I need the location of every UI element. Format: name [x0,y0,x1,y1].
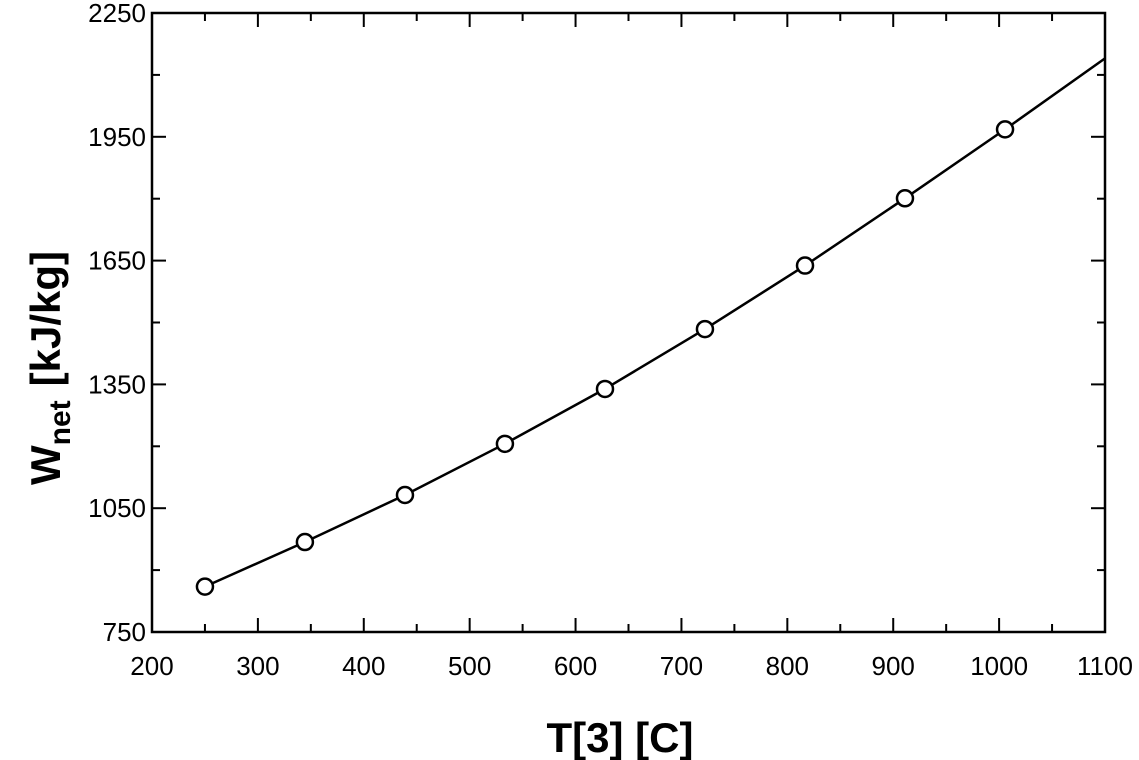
data-point-marker [295,532,315,552]
tick-marks [151,12,1106,633]
x-tick-label: 700 [660,651,703,681]
data-point-marker [195,577,215,596]
data-point-marker [895,189,915,208]
y-tick-label: 2250 [88,0,146,28]
data-point-marker [595,379,615,399]
x-tick-label: 400 [342,651,385,681]
y-tick-label: 1050 [88,493,146,523]
plot-frame [150,11,1107,634]
series-line [204,57,1106,588]
x-tick-labels: 200 300 400 500 600 700 800 900 1000 1100 [130,651,1133,681]
x-tick-label: 600 [554,651,597,681]
x-tick-label: 500 [448,651,491,681]
data-point-marker [695,319,715,339]
x-tick-label: 200 [130,651,173,681]
series-markers [195,120,1015,596]
data-point-marker [495,434,515,454]
y-tick-label: 1650 [88,246,146,276]
data-point-marker [995,120,1015,139]
x-tick-label: 800 [766,651,809,681]
y-tick-label: 1950 [88,122,146,152]
x-tick-label: 900 [872,651,915,681]
x-tick-label: 300 [236,651,279,681]
y-tick-label: 1350 [88,369,146,399]
x-tick-label: 1100 [1077,651,1133,681]
x-tick-label: 1000 [970,651,1028,681]
y-tick-label: 750 [103,617,146,647]
y-axis-title: Wnet [kJ/kg] [22,251,77,485]
data-point-marker [795,256,815,275]
y-axis-title-main: W [22,445,69,485]
y-tick-labels: 750 1050 1350 1650 1950 2250 [88,0,146,647]
y-axis-title-unit: [kJ/kg] [22,251,69,386]
x-axis-title: T[3] [C] [547,714,694,760]
data-point-marker [395,485,415,505]
y-axis-title-subscript: net [44,400,77,445]
